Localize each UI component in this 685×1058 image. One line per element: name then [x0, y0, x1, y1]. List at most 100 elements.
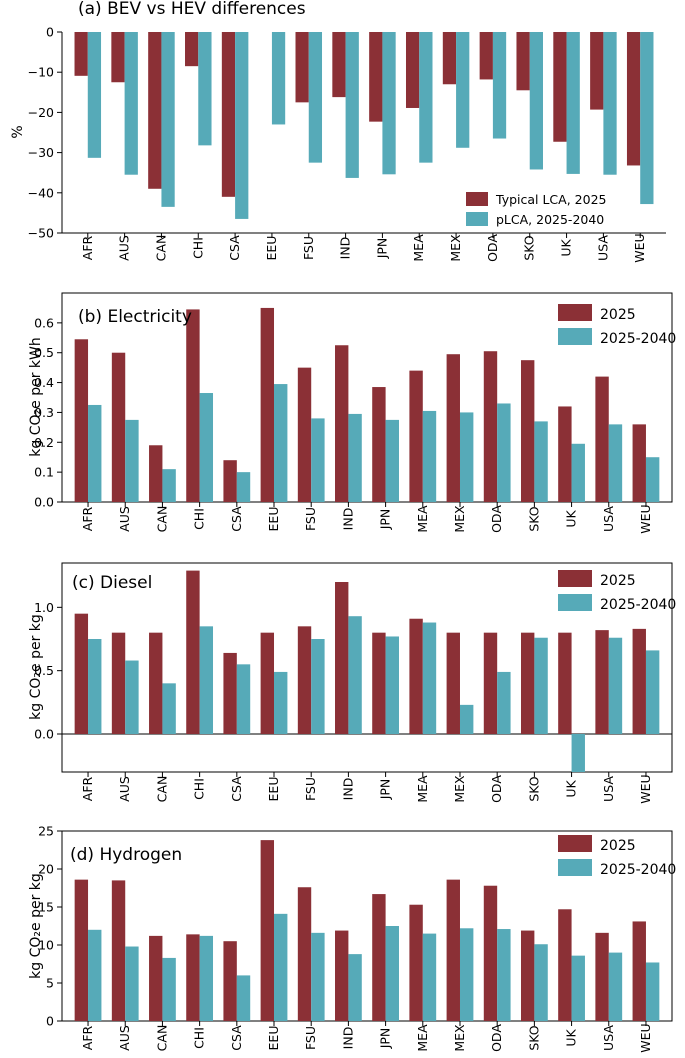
x-tick-label: FSU: [303, 507, 318, 531]
bar-series2-fsu: [311, 418, 325, 502]
bar-series1-chi: [186, 570, 200, 734]
bar-series1-jpn: [372, 894, 386, 1021]
bar-series1-jpn: [372, 632, 386, 734]
x-tick-label: ODA: [485, 234, 500, 262]
y-tick-label: 0.2: [34, 435, 54, 450]
panel-b-chart: 0.0 0.1 0.2 0.3 0.4 0.5 0.6 AFR AUS CAN CHI CSA EEU F…: [28, 292, 676, 534]
x-tick-label: MEA: [415, 775, 430, 803]
x-tick-label: USA: [595, 235, 610, 261]
x-tick-label: IND: [340, 508, 355, 531]
bar-series2-weu: [645, 962, 660, 1021]
legend: 2025 2025-2040: [558, 835, 676, 878]
bar-series2-usa: [608, 424, 623, 502]
bar-series2-can: [161, 32, 175, 207]
bar-series1-ind: [335, 582, 349, 734]
bar-series2-afr: [88, 404, 102, 502]
y-tick-label: 0: [46, 25, 54, 40]
legend-label: 2025-2040: [600, 862, 676, 878]
legend-label: 2025: [600, 838, 636, 854]
y-tick-label: 0.5: [34, 345, 54, 360]
x-tick-label: USA: [601, 1025, 616, 1051]
bar-series2-ind: [348, 413, 362, 502]
x-tick-label: EEU: [264, 236, 279, 261]
bar-series2-eeu: [274, 913, 288, 1021]
bar-series2-weu: [645, 650, 660, 734]
x-tick-label: USA: [601, 776, 616, 802]
bar-series2-mea: [422, 410, 437, 502]
x-tick-label: JPN: [378, 779, 393, 801]
bar-series2-eeu: [271, 32, 286, 125]
y-axis-title: kg CO₂e per kg: [28, 614, 44, 720]
bar-series1-uk: [558, 406, 572, 502]
x-tick-label: CSA: [229, 776, 244, 802]
y-tick-label: 20: [38, 862, 54, 877]
bar-series1-mex: [446, 632, 460, 734]
legend-label: Typical LCA, 2025: [495, 192, 606, 207]
x-tick-label: AUS: [117, 1025, 132, 1051]
bar-series2-mea: [422, 933, 437, 1021]
x-tick-label: USA: [601, 506, 616, 532]
bar-series2-jpn: [382, 32, 396, 175]
bar-series2-jpn: [385, 926, 399, 1021]
bar-series2-sko: [529, 32, 543, 170]
bar-series1-ind: [335, 930, 349, 1021]
bar-series1-afr: [74, 613, 89, 734]
bar-series1-eeu: [260, 840, 275, 1021]
bar-series2-can: [162, 683, 176, 734]
legend-swatch: [558, 328, 592, 345]
x-tick-label: CAN: [154, 506, 169, 533]
y-tick-label: −30: [28, 145, 54, 160]
bar-series1-eeu: [260, 632, 275, 734]
x-tick-label: CSA: [229, 506, 244, 532]
bar-series1-jpn: [369, 32, 383, 122]
y-tick-label: 10: [38, 938, 54, 953]
bar-series1-afr: [74, 879, 89, 1021]
x-tick-label: CHI: [192, 508, 207, 530]
bar-series1-csa: [223, 652, 237, 734]
x-tick-label: CSA: [229, 1025, 244, 1051]
bar-series1-jpn: [372, 387, 386, 502]
bar-series2-jpn: [385, 636, 399, 734]
bar-series2-ind: [348, 616, 362, 734]
x-tick-label: MEX: [452, 505, 467, 533]
y-tick-label: 15: [38, 900, 54, 915]
bar-series1-mex: [446, 879, 460, 1021]
bar-series2-usa: [608, 637, 623, 734]
bar-series1-aus: [111, 880, 126, 1021]
y-tick-label: 0.1: [34, 465, 54, 480]
plot-frame: [61, 830, 673, 1022]
y-tick-label: 0.3: [34, 405, 54, 420]
legend-swatch: [558, 570, 592, 587]
legend-swatch: [558, 835, 592, 852]
x-tick-label: AUS: [117, 506, 132, 532]
bar-series2-aus: [125, 660, 139, 734]
x-tick-label: MEA: [415, 1024, 430, 1052]
bar-series1-afr: [74, 339, 89, 502]
legend: 2025 2025-2040: [558, 304, 676, 347]
bar-series2-ind: [345, 32, 359, 178]
x-tick-label: CAN: [154, 1025, 169, 1052]
x-tick-label: AFR: [80, 776, 95, 801]
bar-series1-weu: [632, 628, 646, 734]
bar-series2-chi: [199, 393, 214, 502]
bar-series1-aus: [111, 632, 126, 734]
bar-series2-uk: [566, 32, 580, 174]
bar-series2-chi: [199, 626, 214, 734]
y-tick-label: 25: [38, 824, 54, 839]
bar-series2-aus: [125, 946, 139, 1021]
x-tick-label: CHI: [192, 1027, 207, 1049]
bar-series1-can: [149, 445, 163, 502]
x-tick-label: FSU: [303, 777, 318, 801]
x-tick-label: UK: [564, 1029, 579, 1047]
bar-series2-csa: [236, 975, 251, 1021]
legend-swatch: [466, 192, 488, 206]
bar-series2-csa: [235, 32, 249, 219]
bar-series1-aus: [111, 352, 126, 502]
legend-swatch: [558, 859, 592, 876]
bar-series2-usa: [608, 952, 623, 1021]
x-tick-label: ODA: [489, 1024, 504, 1052]
legend-swatch: [558, 594, 592, 611]
bar-series1-sko: [520, 360, 535, 502]
x-tick-label: MEX: [452, 775, 467, 803]
